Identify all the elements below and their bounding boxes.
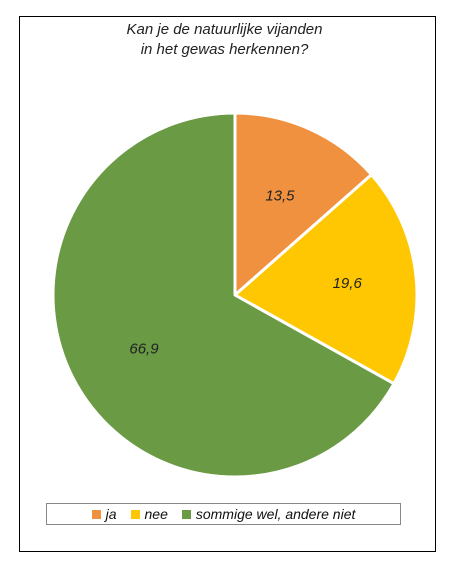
pie-slice-ja <box>233 111 374 297</box>
legend-item-ja: ja <box>91 506 117 522</box>
chart-title-line-1: Kan je de natuurlijke vijanden <box>126 21 323 38</box>
chart-title-line-2: in het gewas herkennen? <box>140 41 309 58</box>
data-label-ja: 13,5 <box>265 187 295 204</box>
legend-item-nee: nee <box>130 506 168 522</box>
legend-label-ja: ja <box>105 506 117 522</box>
legend-swatch-sommige <box>181 509 191 519</box>
pie-slice-nee <box>233 173 419 386</box>
legend: ja nee sommige wel, andere niet <box>46 503 401 525</box>
data-label-sommige: 66,9 <box>129 340 159 357</box>
legend-swatch-nee <box>130 509 140 519</box>
legend-item-sommige: sommige wel, andere niet <box>181 506 356 522</box>
pie-slice-sommige <box>51 111 396 479</box>
legend-label-sommige: sommige wel, andere niet <box>195 506 356 522</box>
legend-swatch-ja <box>91 509 101 519</box>
data-label-nee: 19,6 <box>333 275 363 292</box>
legend-label-nee: nee <box>144 506 168 522</box>
